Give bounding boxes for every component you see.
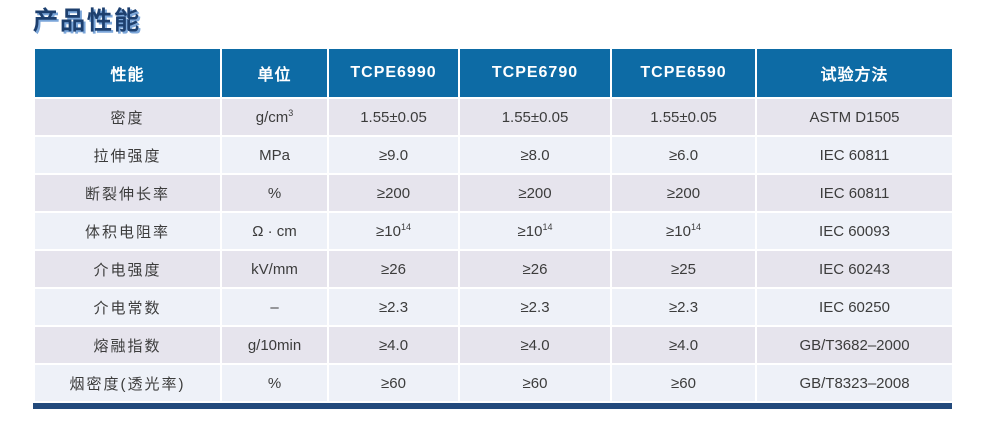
col-header-4: TCPE6590 (610, 47, 757, 99)
property-cell: 烟密度(透光率) (33, 363, 222, 403)
value-cell: ≥200 (327, 173, 460, 213)
value-text: g/cm (255, 108, 289, 126)
value-cell: g/10min (220, 325, 329, 365)
product-performance-table: 性能 单位 TCPE6990 TCPE6790 TCPE6590 试验方法 密度 g/cm3… (33, 47, 954, 409)
superscript: 14 (400, 221, 411, 232)
table-row: 拉伸强度 MPa ≥9.0 ≥8.0 ≥6.0 IEC 60811 (33, 135, 954, 175)
value-cell: 1.55±0.05 (610, 97, 757, 137)
table-row: 断裂伸长率% ≥200 ≥200 ≥200 IEC 60811 (33, 173, 954, 213)
value-cell: ≥1014 (610, 211, 757, 251)
value-cell: ASTM D1505 (755, 97, 954, 137)
value-cell: ≥2.3 (327, 287, 460, 327)
value-cell: IEC 60250 (755, 287, 954, 327)
value-cell: ≥25 (610, 249, 757, 289)
value-cell: Ω · cm (220, 211, 329, 251)
page-title: 产品性能 (33, 7, 142, 35)
table-row: 密度 g/cm3 1.55±0.05 1.55±0.05 1.55±0.05 ASTM D… (33, 97, 954, 137)
table-row: 介电强度 kV/mm ≥26 ≥26 ≥25 IEC 60243 (33, 249, 954, 289)
property-cell: 熔融指数 (33, 325, 222, 365)
spec-table: 性能 单位 TCPE6990 TCPE6790 TCPE6590 试验方法 密度 g/cm3… (33, 47, 954, 403)
value-cell: IEC 60243 (755, 249, 954, 289)
value-cell: GB/T8323–2008 (755, 363, 954, 403)
value-cell: ≥200 (458, 173, 612, 213)
property-cell: 介电常数 (33, 287, 222, 327)
superscript: 14 (690, 221, 701, 232)
value-cell: ≥1014 (327, 211, 460, 251)
table-row: 体积电阻率 Ω · cm ≥1014 ≥1014 ≥1014 IEC 60093 (33, 211, 954, 251)
value-cell: % (220, 363, 329, 403)
table-bottom-bar (33, 403, 952, 409)
col-header-5: 试验方法 (755, 47, 954, 99)
col-header-1: 单位 (220, 47, 329, 99)
table-row: 介电常数 – ≥2.3 ≥2.3 ≥2.3 IEC 60250 (33, 287, 954, 327)
property-cell: 体积电阻率 (33, 211, 222, 251)
value-text: ≥10 (376, 222, 401, 240)
value-cell: ≥2.3 (610, 287, 757, 327)
table-body: 密度 g/cm3 1.55±0.05 1.55±0.05 1.55±0.05 ASTM D… (33, 97, 954, 403)
property-cell: 断裂伸长率 (33, 173, 222, 213)
value-cell: ≥8.0 (458, 135, 612, 175)
value-cell: ≥26 (327, 249, 460, 289)
value-cell: ≥9.0 (327, 135, 460, 175)
value-cell: IEC 60093 (755, 211, 954, 251)
value-cell: ≥4.0 (327, 325, 460, 365)
value-cell: kV/mm (220, 249, 329, 289)
table-header-row: 性能 单位 TCPE6990 TCPE6790 TCPE6590 试验方法 (33, 47, 954, 99)
col-header-3: TCPE6790 (458, 47, 612, 99)
value-cell: MPa (220, 135, 329, 175)
table-row: 烟密度(透光率)% ≥60 ≥60 ≥60 GB/T8323–2008 (33, 363, 954, 403)
property-cell: 密度 (33, 97, 222, 137)
value-cell: % (220, 173, 329, 213)
value-cell: 1.55±0.05 (458, 97, 612, 137)
value-cell: ≥60 (458, 363, 612, 403)
property-cell: 拉伸强度 (33, 135, 222, 175)
value-cell: IEC 60811 (755, 173, 954, 213)
value-cell: ≥26 (458, 249, 612, 289)
value-cell: ≥200 (610, 173, 757, 213)
value-cell: ≥1014 (458, 211, 612, 251)
value-cell: ≥60 (327, 363, 460, 403)
table-row: 熔融指数 g/10min ≥4.0 ≥4.0 ≥4.0 GB/T3682–2000 (33, 325, 954, 365)
value-cell: ≥4.0 (458, 325, 612, 365)
value-text: ≥10 (666, 222, 691, 240)
value-cell: – (220, 287, 329, 327)
property-cell: 介电强度 (33, 249, 222, 289)
value-text: ≥10 (517, 222, 543, 240)
superscript: 14 (542, 221, 553, 232)
value-cell: 1.55±0.05 (327, 97, 460, 137)
value-cell: ≥6.0 (610, 135, 757, 175)
value-cell: GB/T3682–2000 (755, 325, 954, 365)
col-header-2: TCPE6990 (327, 47, 460, 99)
value-cell: ≥60 (610, 363, 757, 403)
col-header-0: 性能 (33, 47, 222, 99)
value-cell: IEC 60811 (755, 135, 954, 175)
superscript: 3 (288, 107, 294, 118)
value-cell: ≥4.0 (610, 325, 757, 365)
value-cell: g/cm3 (220, 97, 329, 137)
value-cell: ≥2.3 (458, 287, 612, 327)
